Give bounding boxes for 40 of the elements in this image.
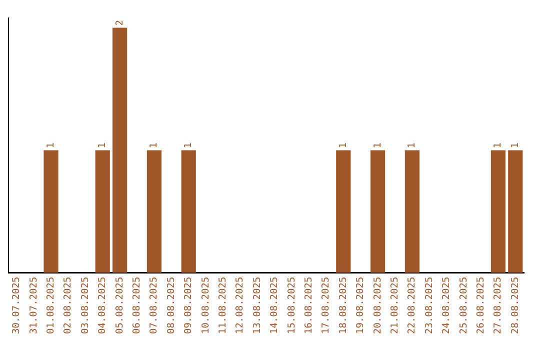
x-tick-label: 19.08.2025 bbox=[355, 276, 366, 334]
x-tick-label: 26.08.2025 bbox=[475, 276, 486, 334]
x-tick-label: 01.08.2025 bbox=[45, 276, 56, 334]
data-label: 1 bbox=[148, 142, 160, 148]
x-tick-label: 06.08.2025 bbox=[131, 276, 142, 334]
x-tick-label: 15.08.2025 bbox=[286, 276, 298, 334]
data-label: 1 bbox=[406, 142, 418, 148]
x-tick-label: 11.08.2025 bbox=[217, 276, 228, 334]
x-tick-label: 28.08.2025 bbox=[510, 276, 521, 334]
data-label: 1 bbox=[338, 142, 349, 148]
x-tick-label: 27.08.2025 bbox=[492, 276, 504, 334]
data-label: 2 bbox=[114, 20, 126, 26]
x-tick-label: 22.08.2025 bbox=[406, 276, 418, 334]
x-tick-label: 24.08.2025 bbox=[441, 276, 452, 334]
data-label: 1 bbox=[183, 142, 194, 148]
data-label: 1 bbox=[492, 142, 504, 148]
x-tick-label: 12.08.2025 bbox=[234, 276, 246, 334]
x-tick-label: 03.08.2025 bbox=[80, 276, 91, 334]
x-tick-label: 17.08.2025 bbox=[320, 276, 332, 334]
x-tick-label: 20.08.2025 bbox=[372, 276, 384, 334]
data-label: 1 bbox=[510, 142, 521, 148]
x-tick-label: 21.08.2025 bbox=[389, 276, 400, 334]
x-tick-label: 18.08.2025 bbox=[338, 276, 349, 334]
data-label: 1 bbox=[97, 142, 108, 148]
x-tick-label: 10.08.2025 bbox=[200, 276, 212, 334]
x-tick-label: 30.07.2025 bbox=[11, 276, 22, 334]
x-tick-label: 02.08.2025 bbox=[62, 276, 74, 334]
data-label: 1 bbox=[45, 142, 56, 148]
x-tick-label: 25.08.2025 bbox=[458, 276, 470, 334]
x-tick-label: 07.08.2025 bbox=[148, 276, 160, 334]
x-tick-label: 08.08.2025 bbox=[166, 276, 177, 334]
x-tick-label: 23.08.2025 bbox=[424, 276, 435, 334]
x-tick-label: 16.08.2025 bbox=[303, 276, 314, 334]
x-tick-label: 31.07.2025 bbox=[28, 276, 40, 334]
x-tick-label: 14.08.2025 bbox=[269, 276, 280, 334]
x-tick-label: 09.08.2025 bbox=[183, 276, 194, 334]
x-tick-label: 05.08.2025 bbox=[114, 276, 126, 334]
x-tick-label: 04.08.2025 bbox=[97, 276, 108, 334]
x-tick-label: 13.08.2025 bbox=[252, 276, 263, 334]
data-label: 1 bbox=[372, 142, 384, 148]
